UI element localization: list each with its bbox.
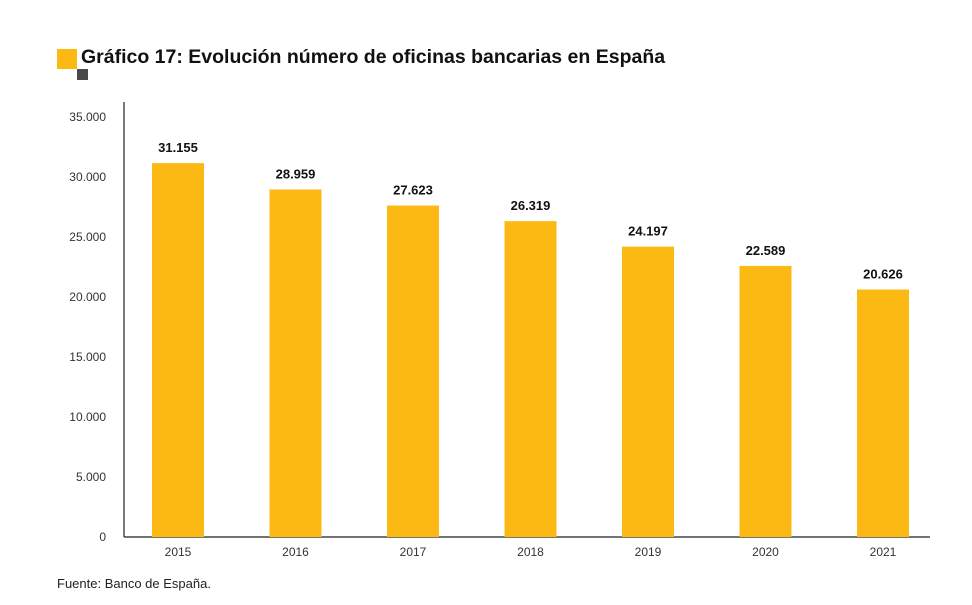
y-tick-label: 5.000 xyxy=(76,470,106,484)
bar-value-label: 31.155 xyxy=(158,140,198,155)
bar xyxy=(622,247,674,537)
bar-value-label: 24.197 xyxy=(628,224,668,239)
x-tick-label: 2018 xyxy=(517,545,544,559)
y-tick-label: 35.000 xyxy=(69,110,106,124)
x-tick-label: 2021 xyxy=(870,545,897,559)
chart-title: Gráfico 17: Evolución número de oficinas… xyxy=(81,44,665,70)
y-tick-label: 10.000 xyxy=(69,410,106,424)
bar-value-label: 20.626 xyxy=(863,266,903,281)
y-tick-label: 30.000 xyxy=(69,170,106,184)
bar xyxy=(387,206,439,537)
bar xyxy=(152,163,204,537)
bar xyxy=(270,189,322,537)
title-accent-square xyxy=(57,49,77,69)
x-tick-label: 2017 xyxy=(400,545,427,559)
bar-value-label: 28.959 xyxy=(276,166,316,181)
y-tick-label: 15.000 xyxy=(69,350,106,364)
title-accent-square-dark xyxy=(77,69,88,80)
x-tick-label: 2015 xyxy=(165,545,192,559)
bar-value-label: 22.589 xyxy=(746,243,786,258)
y-tick-label: 25.000 xyxy=(69,230,106,244)
bar xyxy=(740,266,792,537)
bar xyxy=(857,289,909,537)
x-tick-label: 2020 xyxy=(752,545,779,559)
bar-value-label: 26.319 xyxy=(511,198,551,213)
x-tick-label: 2019 xyxy=(635,545,662,559)
bar xyxy=(505,221,557,537)
source-note: Fuente: Banco de España. xyxy=(57,576,211,591)
bar-value-label: 27.623 xyxy=(393,183,433,198)
bar-chart: 0 5.000 10.000 15.000 20.000 25.000 30.000 35.0… xyxy=(0,90,972,570)
x-tick-label: 2016 xyxy=(282,545,309,559)
y-tick-label: 20.000 xyxy=(69,290,106,304)
y-tick-label: 0 xyxy=(99,530,106,544)
